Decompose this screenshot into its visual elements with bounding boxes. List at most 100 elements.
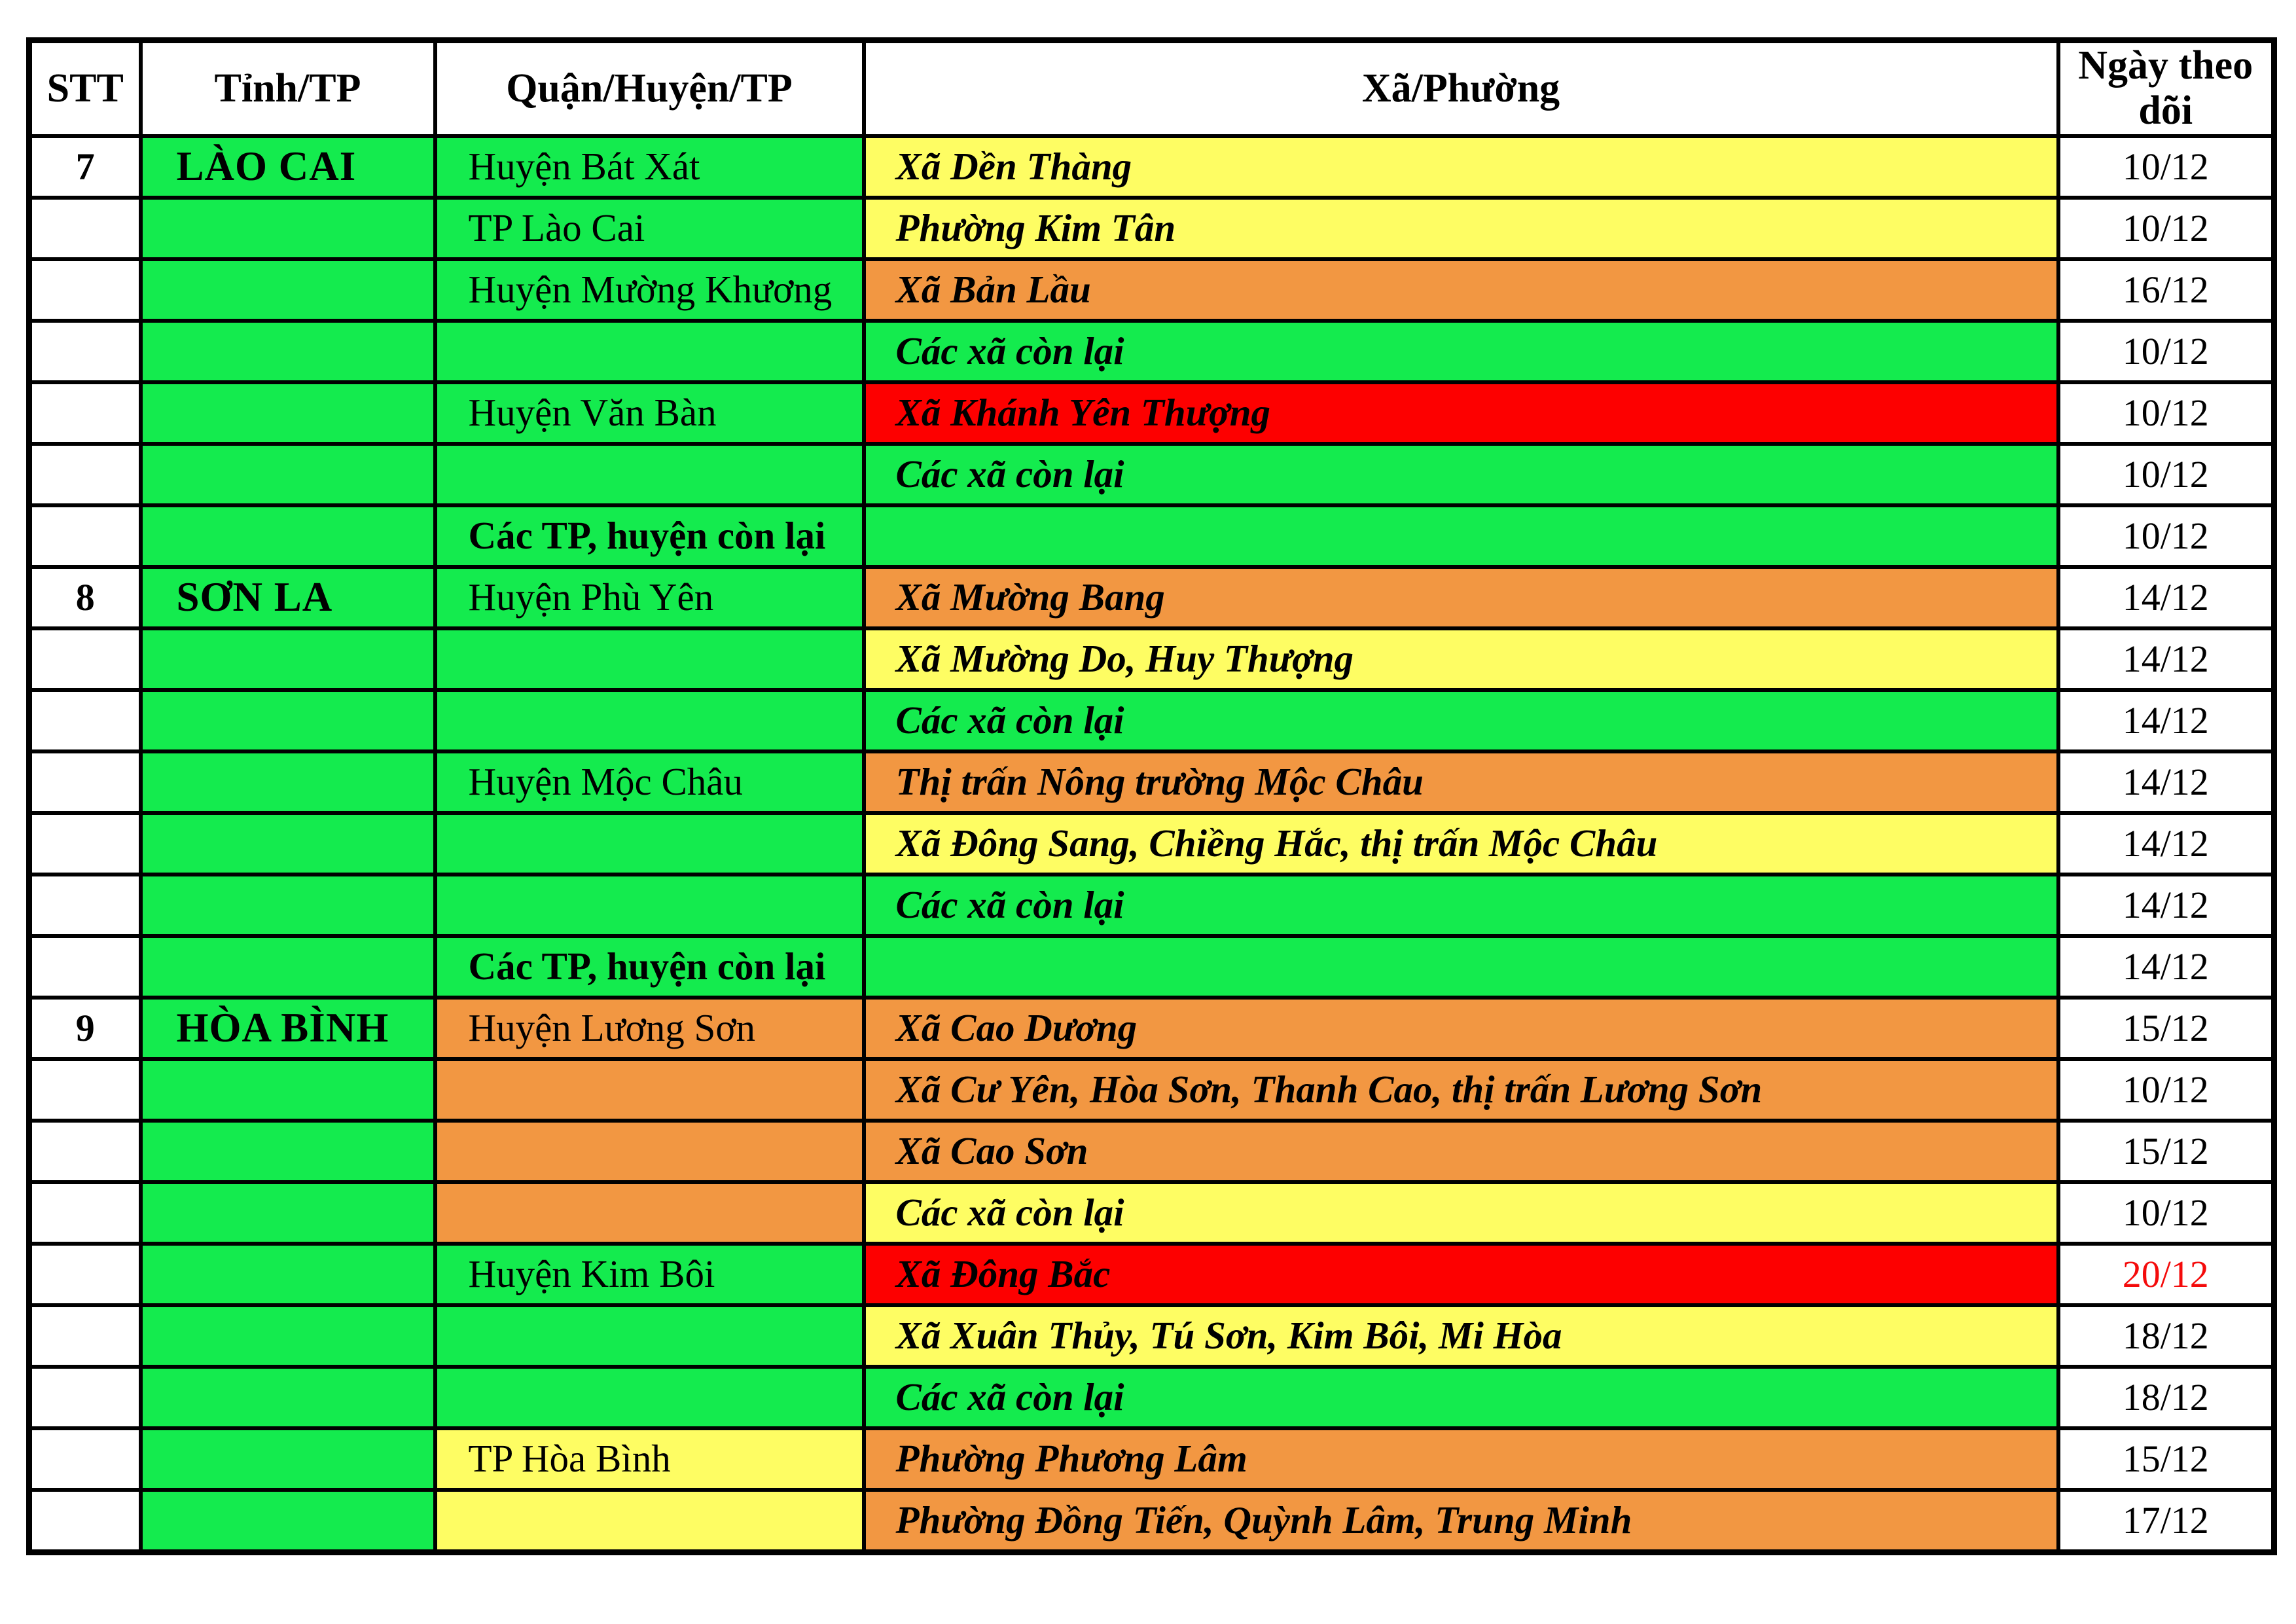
stt-cell: [27, 749, 143, 815]
ward-cell: Xã Mường Do, Huy Thượng: [861, 626, 2060, 692]
province-cell: [138, 687, 437, 753]
province-cell: [138, 503, 437, 569]
stt-cell: [27, 1303, 143, 1369]
table-row: Xã Đông Sang, Chiềng Hắc, thị trấn Mộc C…: [27, 810, 2276, 876]
table-row: Xã Cư Yên, Hòa Sơn, Thanh Cao, thị trấn …: [27, 1056, 2276, 1123]
district-cell: Huyện Mường Khương: [433, 257, 866, 323]
district-cell: Huyện Phù Yên: [433, 564, 866, 630]
province-cell: SƠN LA: [138, 564, 437, 630]
date-cell: 10/12: [2056, 1180, 2276, 1246]
district-cell: [433, 810, 866, 876]
ward-cell: Phường Đồng Tiến, Quỳnh Lâm, Trung Minh: [861, 1487, 2060, 1555]
province-cell: [138, 380, 437, 446]
date-cell: 20/12: [2056, 1241, 2276, 1307]
district-cell: Các TP, huyện còn lại: [433, 933, 866, 1000]
ward-cell: Các xã còn lại: [861, 441, 2060, 507]
province-cell: [138, 872, 437, 938]
district-cell: [433, 1303, 866, 1369]
ward-cell: Các xã còn lại: [861, 1364, 2060, 1430]
table-row: 8 SƠN LA Huyện Phù Yên Xã Mường Bang 14/…: [27, 564, 2276, 630]
table-header-row: STT Tỉnh/TP Quận/Huyện/TP Xã/Phường Ngày…: [27, 38, 2276, 138]
district-cell: [433, 441, 866, 507]
ward-cell: Các xã còn lại: [861, 318, 2060, 384]
table-row: Huyện Kim Bôi Xã Đông Bắc 20/12: [27, 1241, 2276, 1307]
district-cell: TP Hòa Bình: [433, 1426, 866, 1492]
ward-cell: Xã Dền Thàng: [861, 134, 2060, 200]
stt-cell: 7: [27, 134, 143, 200]
province-cell: [138, 1118, 437, 1184]
ward-cell: Phường Kim Tân: [861, 195, 2060, 261]
district-cell: [433, 687, 866, 753]
date-cell: 15/12: [2056, 995, 2276, 1061]
ward-cell: Các xã còn lại: [861, 1180, 2060, 1246]
stt-cell: [27, 872, 143, 938]
ward-cell: Xã Bản Lầu: [861, 257, 2060, 323]
header-province: Tỉnh/TP: [138, 38, 437, 138]
table-row: Các xã còn lại 10/12: [27, 441, 2276, 507]
ward-cell: Xã Đông Bắc: [861, 1241, 2060, 1307]
date-cell: 14/12: [2056, 564, 2276, 630]
stt-cell: [27, 441, 143, 507]
ward-cell: [861, 503, 2060, 569]
province-cell: [138, 195, 437, 261]
district-cell: [433, 1118, 866, 1184]
ward-cell: Thị trấn Nông trường Mộc Châu: [861, 749, 2060, 815]
date-cell: 14/12: [2056, 933, 2276, 1000]
district-cell: [433, 1056, 866, 1123]
ward-cell: Xã Đông Sang, Chiềng Hắc, thị trấn Mộc C…: [861, 810, 2060, 876]
table-row: Huyện Mộc Châu Thị trấn Nông trường Mộc …: [27, 749, 2276, 815]
date-cell: 10/12: [2056, 318, 2276, 384]
table-row: Các xã còn lại 10/12: [27, 1180, 2276, 1246]
stt-cell: [27, 810, 143, 876]
header-district: Quận/Huyện/TP: [433, 38, 866, 138]
province-cell: [138, 1364, 437, 1430]
date-cell: 14/12: [2056, 749, 2276, 815]
date-cell: 10/12: [2056, 1056, 2276, 1123]
table-row: Phường Đồng Tiến, Quỳnh Lâm, Trung Minh …: [27, 1487, 2276, 1555]
header-ward: Xã/Phường: [861, 38, 2060, 138]
ward-cell: [861, 933, 2060, 1000]
stt-cell: 8: [27, 564, 143, 630]
province-cell: [138, 749, 437, 815]
province-cell: [138, 1241, 437, 1307]
table-row: 7 LÀO CAI Huyện Bát Xát Xã Dền Thàng 10/…: [27, 134, 2276, 200]
province-cell: [138, 626, 437, 692]
date-cell: 16/12: [2056, 257, 2276, 323]
ward-cell: Xã Cao Dương: [861, 995, 2060, 1061]
province-cell: [138, 257, 437, 323]
table-row: Xã Cao Sơn 15/12: [27, 1118, 2276, 1184]
stt-cell: [27, 1364, 143, 1430]
stt-cell: [27, 687, 143, 753]
stt-cell: [27, 257, 143, 323]
stt-cell: [27, 626, 143, 692]
ward-cell: Xã Mường Bang: [861, 564, 2060, 630]
stt-cell: 9: [27, 995, 143, 1061]
district-cell: Các TP, huyện còn lại: [433, 503, 866, 569]
province-cell: [138, 318, 437, 384]
date-cell: 10/12: [2056, 441, 2276, 507]
table-row: Xã Mường Do, Huy Thượng 14/12: [27, 626, 2276, 692]
stt-cell: [27, 1241, 143, 1307]
date-cell: 14/12: [2056, 810, 2276, 876]
date-cell: 15/12: [2056, 1118, 2276, 1184]
district-cell: [433, 626, 866, 692]
table-body: 7 LÀO CAI Huyện Bát Xát Xã Dền Thàng 10/…: [27, 134, 2276, 1555]
ward-cell: Các xã còn lại: [861, 687, 2060, 753]
stt-cell: [27, 380, 143, 446]
table-row: Xã Xuân Thủy, Tú Sơn, Kim Bôi, Mi Hòa 18…: [27, 1303, 2276, 1369]
table-row: Các TP, huyện còn lại 10/12: [27, 503, 2276, 569]
ward-cell: Các xã còn lại: [861, 872, 2060, 938]
ward-cell: Phường Phương Lâm: [861, 1426, 2060, 1492]
district-cell: [433, 1180, 866, 1246]
date-cell: 18/12: [2056, 1303, 2276, 1369]
district-cell: [433, 1364, 866, 1430]
stt-cell: [27, 1118, 143, 1184]
province-cell: [138, 1303, 437, 1369]
province-cell: [138, 441, 437, 507]
date-cell: 10/12: [2056, 503, 2276, 569]
district-cell: Huyện Mộc Châu: [433, 749, 866, 815]
date-cell: 14/12: [2056, 626, 2276, 692]
province-cell: [138, 1426, 437, 1492]
district-cell: Huyện Kim Bôi: [433, 1241, 866, 1307]
tracking-table: STT Tỉnh/TP Quận/Huyện/TP Xã/Phường Ngày…: [26, 37, 2277, 1555]
